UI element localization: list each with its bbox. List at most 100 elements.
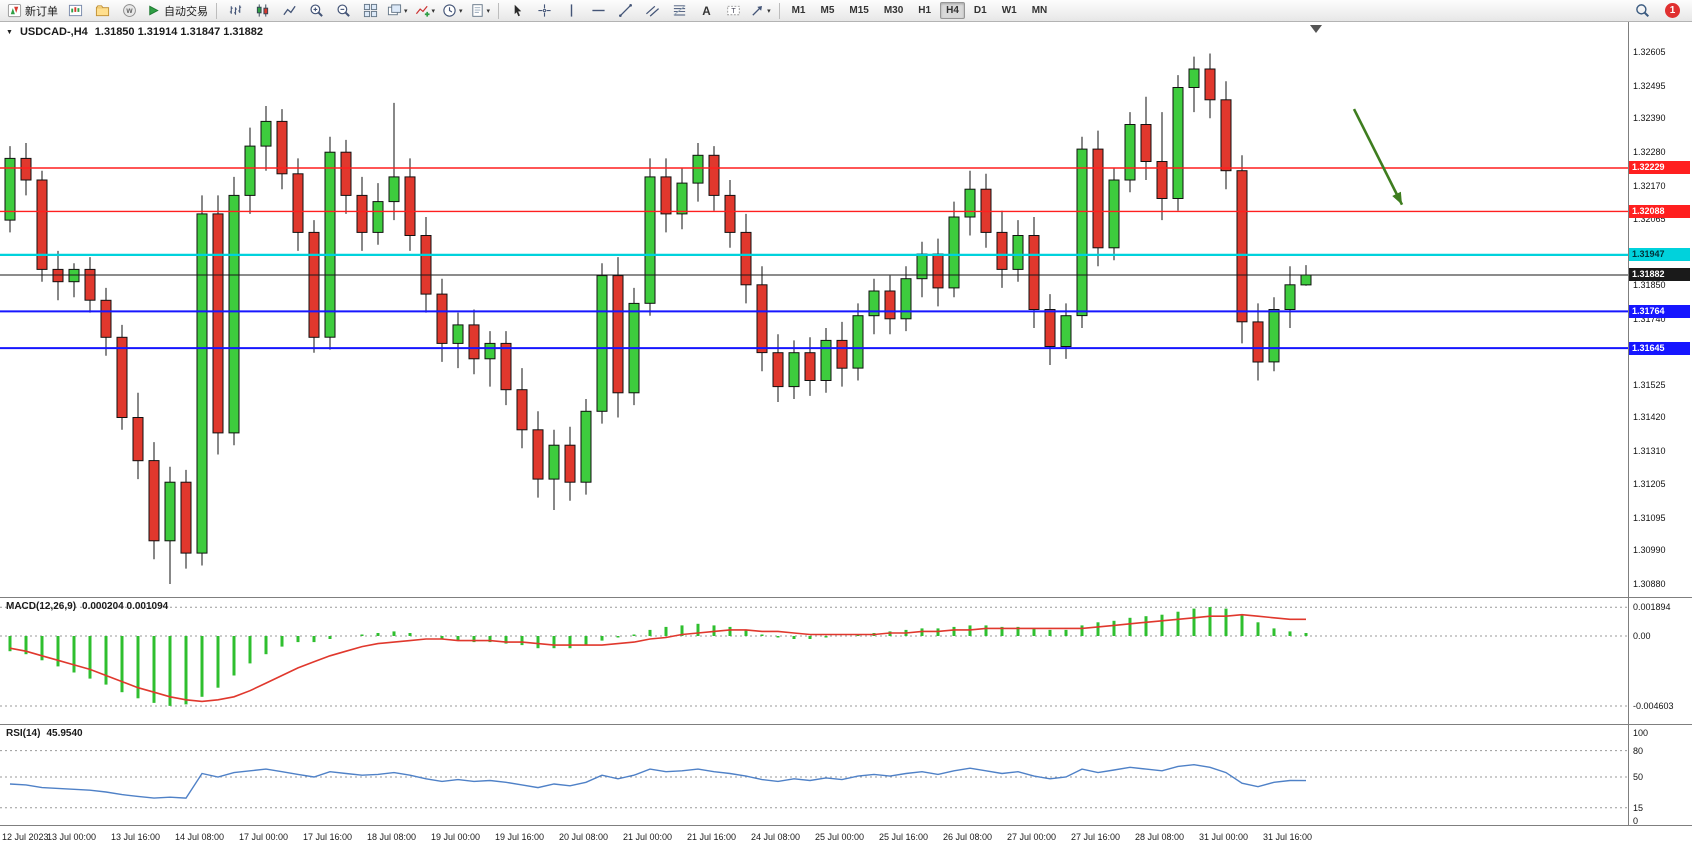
time-axis-label: 27 Jul 16:00	[1071, 832, 1121, 842]
new-chart-button[interactable]	[62, 1, 88, 21]
time-axis[interactable]: 12 Jul 2023 13 Jul 00:00 13 Jul 16:00 14 Ju…	[0, 826, 1692, 850]
macd-axis[interactable]: 0.001894 0.00 -0.004603	[1628, 598, 1691, 724]
timeframe-m1-button[interactable]: M1	[791, 5, 806, 16]
auto-arrange-button[interactable]: ▾	[384, 1, 411, 21]
price-axis-label: 1.31095	[1633, 512, 1666, 523]
macd-axis-label: 0.00	[1633, 631, 1651, 641]
time-axis-label: 20 Jul 08:00	[559, 832, 609, 842]
text-label-button[interactable]: T	[720, 1, 746, 21]
notification-badge[interactable]: 1	[1665, 3, 1680, 18]
time-axis-label: 28 Jul 08:00	[1135, 832, 1185, 842]
line-chart-icon	[282, 3, 297, 18]
channel-button[interactable]	[639, 1, 665, 21]
price-axis-label: 1.31310	[1633, 446, 1666, 457]
price-tag: 1.32229	[1629, 161, 1690, 175]
macd-axis-label: 0.001894	[1633, 602, 1671, 613]
rsi-axis-label: 0	[1633, 816, 1639, 826]
arrange-icon	[387, 3, 402, 18]
timeframe-h4-button[interactable]: H4	[940, 2, 965, 19]
crosshair-icon	[537, 3, 552, 18]
dropdown-caret-icon: ▾	[404, 7, 408, 15]
trendline-button[interactable]	[612, 1, 638, 21]
fibonacci-icon	[672, 3, 687, 18]
template-icon	[470, 3, 485, 18]
symbol-period-label: USDCAD-,H4	[19, 26, 88, 38]
macd-histogram	[8, 607, 1308, 706]
toolbar-right: 1	[1629, 1, 1688, 21]
toolbar-separator	[498, 2, 500, 19]
price-axis[interactable]: 1.32605 1.32495 1.32390 1.32280 1.32170 1.320…	[1628, 22, 1691, 597]
price-axis-label: 1.31850	[1633, 279, 1666, 290]
chart-title: ▼ USDCAD-,H4 1.31850 1.31914 1.31847 1.3…	[6, 26, 263, 38]
label-icon: T	[726, 3, 741, 18]
timeframe-m15-button[interactable]: M15	[849, 5, 869, 16]
templates-button[interactable]: ▾	[467, 1, 494, 21]
timeframe-h1-button[interactable]: H1	[918, 5, 932, 16]
chart-menu-icon[interactable]: ▼	[6, 28, 13, 36]
timeframe-group: M1 M5 M15 M30 H1 H4 D1 W1 MN	[785, 2, 1055, 19]
auto-trading-button[interactable]: 自动交易	[143, 1, 211, 21]
fibonacci-button[interactable]	[666, 1, 692, 21]
community-button[interactable]: w	[116, 1, 142, 21]
toolbar-group: 新订单 w 自动交易	[4, 1, 211, 21]
cursor-button[interactable]	[504, 1, 530, 21]
timeframe-m30-button[interactable]: M30	[883, 5, 904, 16]
indicators-button[interactable]: ▾	[412, 1, 439, 21]
shapes-button[interactable]: ▾	[747, 1, 774, 21]
price-axis-label: 1.31205	[1633, 478, 1666, 489]
line-chart-button[interactable]	[276, 1, 302, 21]
profiles-button[interactable]	[89, 1, 115, 21]
profiles-icon	[95, 3, 110, 18]
time-axis-label: 25 Jul 00:00	[815, 832, 865, 842]
dropdown-caret-icon: ▾	[767, 7, 771, 15]
timeframe-mn-button[interactable]: MN	[1031, 5, 1048, 16]
price-axis-label: 1.32605	[1633, 47, 1666, 57]
community-icon: w	[122, 3, 137, 18]
horizontal-line-button[interactable]	[585, 1, 611, 21]
trendline-icon	[618, 3, 633, 18]
time-axis-label: 17 Jul 16:00	[303, 832, 353, 842]
time-axis-label: 13 Jul 16:00	[111, 832, 161, 842]
dropdown-caret-icon: ▾	[431, 7, 436, 15]
bar-chart-button[interactable]	[222, 1, 248, 21]
tile-windows-button[interactable]	[357, 1, 383, 21]
zoom-out-button[interactable]	[330, 1, 356, 21]
price-tag: 1.32088	[1629, 204, 1690, 218]
trend-arrow-annotation[interactable]	[1352, 108, 1404, 206]
price-axis-label: 1.30880	[1633, 579, 1666, 589]
rsi-chart[interactable]	[0, 725, 1628, 825]
zoom-in-button[interactable]	[303, 1, 329, 21]
timeframe-d1-button[interactable]: D1	[973, 5, 987, 16]
text-button[interactable]: A	[693, 1, 719, 21]
search-button[interactable]	[1629, 1, 1655, 21]
hline-icon	[591, 3, 606, 18]
ohlc-values: 1.31850 1.31914 1.31847 1.31882	[94, 26, 263, 38]
chart-window-icon	[68, 3, 83, 18]
new-order-button[interactable]: 新订单	[4, 1, 61, 21]
macd-axis-label: -0.004603	[1633, 700, 1674, 711]
time-axis-label: 26 Jul 08:00	[943, 832, 993, 842]
chart-shift-marker[interactable]	[1310, 25, 1322, 33]
periods-button[interactable]: ▾	[439, 1, 466, 21]
rsi-axis[interactable]: 100 80 50 15 0	[1628, 725, 1691, 826]
toolbar: 新订单 w 自动交易 ▾ ▾ ▾ ▾ A T ▾ M1 M5 M15 M30 H1 H4 D1 W1 MN 1	[0, 0, 1692, 22]
price-axis-label: 1.31420	[1633, 412, 1666, 423]
vertical-line-button[interactable]	[558, 1, 584, 21]
toolbar-separator	[778, 2, 780, 19]
time-axis-label: 24 Jul 08:00	[751, 832, 801, 842]
time-axis-label: 31 Jul 00:00	[1199, 832, 1249, 842]
timeframe-w1-button[interactable]: W1	[1001, 5, 1017, 16]
crosshair-button[interactable]	[531, 1, 557, 21]
chart-area: 1.32605 1.32495 1.32390 1.32280 1.32170 1.320…	[0, 22, 1692, 850]
rsi-axis-label: 100	[1633, 728, 1649, 738]
rsi-line	[9, 763, 1307, 799]
cursor-icon	[510, 3, 525, 18]
time-axis-label: 19 Jul 00:00	[431, 832, 481, 842]
candlestick-button[interactable]	[249, 1, 275, 21]
auto-trading-button-label: 自动交易	[164, 5, 208, 18]
auto-trading-icon	[146, 3, 161, 18]
timeframe-m5-button[interactable]: M5	[820, 5, 835, 16]
candlestick-chart[interactable]	[0, 22, 1628, 597]
macd-chart[interactable]	[0, 598, 1628, 724]
